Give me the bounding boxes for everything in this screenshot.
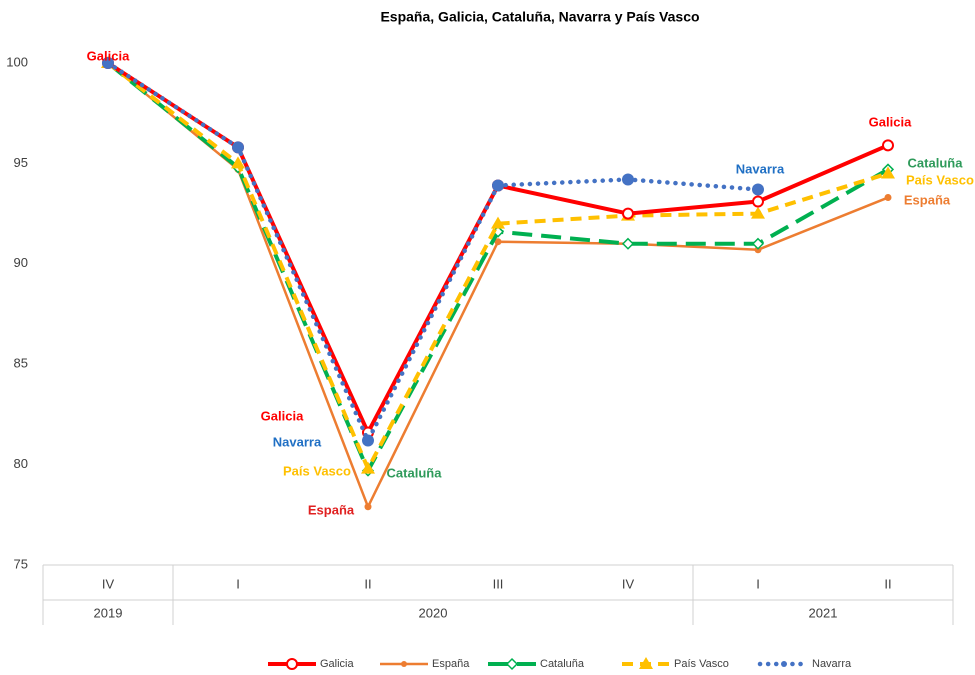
y-tick-label: 100: [6, 54, 28, 69]
legend-label: País Vasco: [674, 658, 729, 670]
x-tick-label: III: [493, 576, 504, 591]
legend-marker: [286, 658, 298, 670]
data-point: [231, 156, 245, 169]
legend-label: Cataluña: [540, 658, 585, 670]
legend-label: España: [432, 658, 470, 670]
annotation: España: [904, 192, 951, 207]
group-label: 2021: [809, 605, 838, 620]
legend-marker: [401, 661, 407, 667]
y-tick-label: 80: [14, 456, 28, 471]
legend-marker: [781, 661, 787, 667]
annotation: España: [308, 502, 355, 517]
data-point: [622, 207, 634, 220]
data-point: [361, 461, 375, 474]
data-point: [102, 57, 114, 69]
data-point: [752, 183, 764, 196]
annotation: Cataluña: [387, 465, 443, 480]
legend-marker: [505, 657, 519, 671]
x-tick-label: I: [756, 576, 760, 591]
annotation: Galicia: [869, 114, 912, 129]
x-tick-label: IV: [622, 576, 635, 591]
x-tick-label: II: [884, 576, 891, 591]
series-line: [106, 61, 889, 471]
annotation: Navarra: [736, 161, 785, 176]
group-label: 2019: [94, 605, 123, 620]
data-point: [622, 173, 634, 186]
data-point: [751, 206, 765, 219]
annotation: País Vasco: [283, 463, 351, 478]
data-point: [882, 139, 894, 152]
x-tick-label: II: [364, 576, 371, 591]
x-tick-label: IV: [102, 576, 115, 591]
data-point: [751, 237, 765, 250]
data-point: [881, 166, 895, 179]
data-point: [752, 195, 764, 208]
annotation: Galicia: [261, 408, 304, 423]
data-point: [492, 179, 504, 192]
series-line: [106, 61, 889, 435]
data-point: [884, 194, 892, 202]
y-tick-label: 90: [14, 255, 28, 270]
data-point: [621, 237, 635, 250]
y-tick-label: 75: [14, 556, 28, 571]
group-label: 2020: [419, 605, 448, 620]
y-tick-label: 85: [14, 356, 28, 371]
series-line: [106, 61, 889, 473]
data-point: [364, 503, 372, 511]
x-tick-label: I: [236, 576, 240, 591]
legend-label: Galicia: [320, 658, 355, 670]
data-point: [232, 141, 244, 154]
legend-label: Navarra: [812, 658, 852, 670]
data-point: [362, 434, 374, 447]
data-point: [494, 238, 502, 246]
legend-marker: [639, 657, 653, 669]
annotation: Cataluña: [908, 155, 964, 170]
annotation: País Vasco: [906, 172, 974, 187]
series-line: [107, 62, 889, 509]
annotation: Navarra: [273, 434, 322, 449]
annotation: Galicia: [87, 48, 130, 63]
data-point: [491, 216, 505, 229]
y-tick-label: 95: [14, 155, 28, 170]
chart-title: España, Galicia, Cataluña, Navarra y Paí…: [380, 9, 699, 25]
series-line: [105, 60, 761, 443]
